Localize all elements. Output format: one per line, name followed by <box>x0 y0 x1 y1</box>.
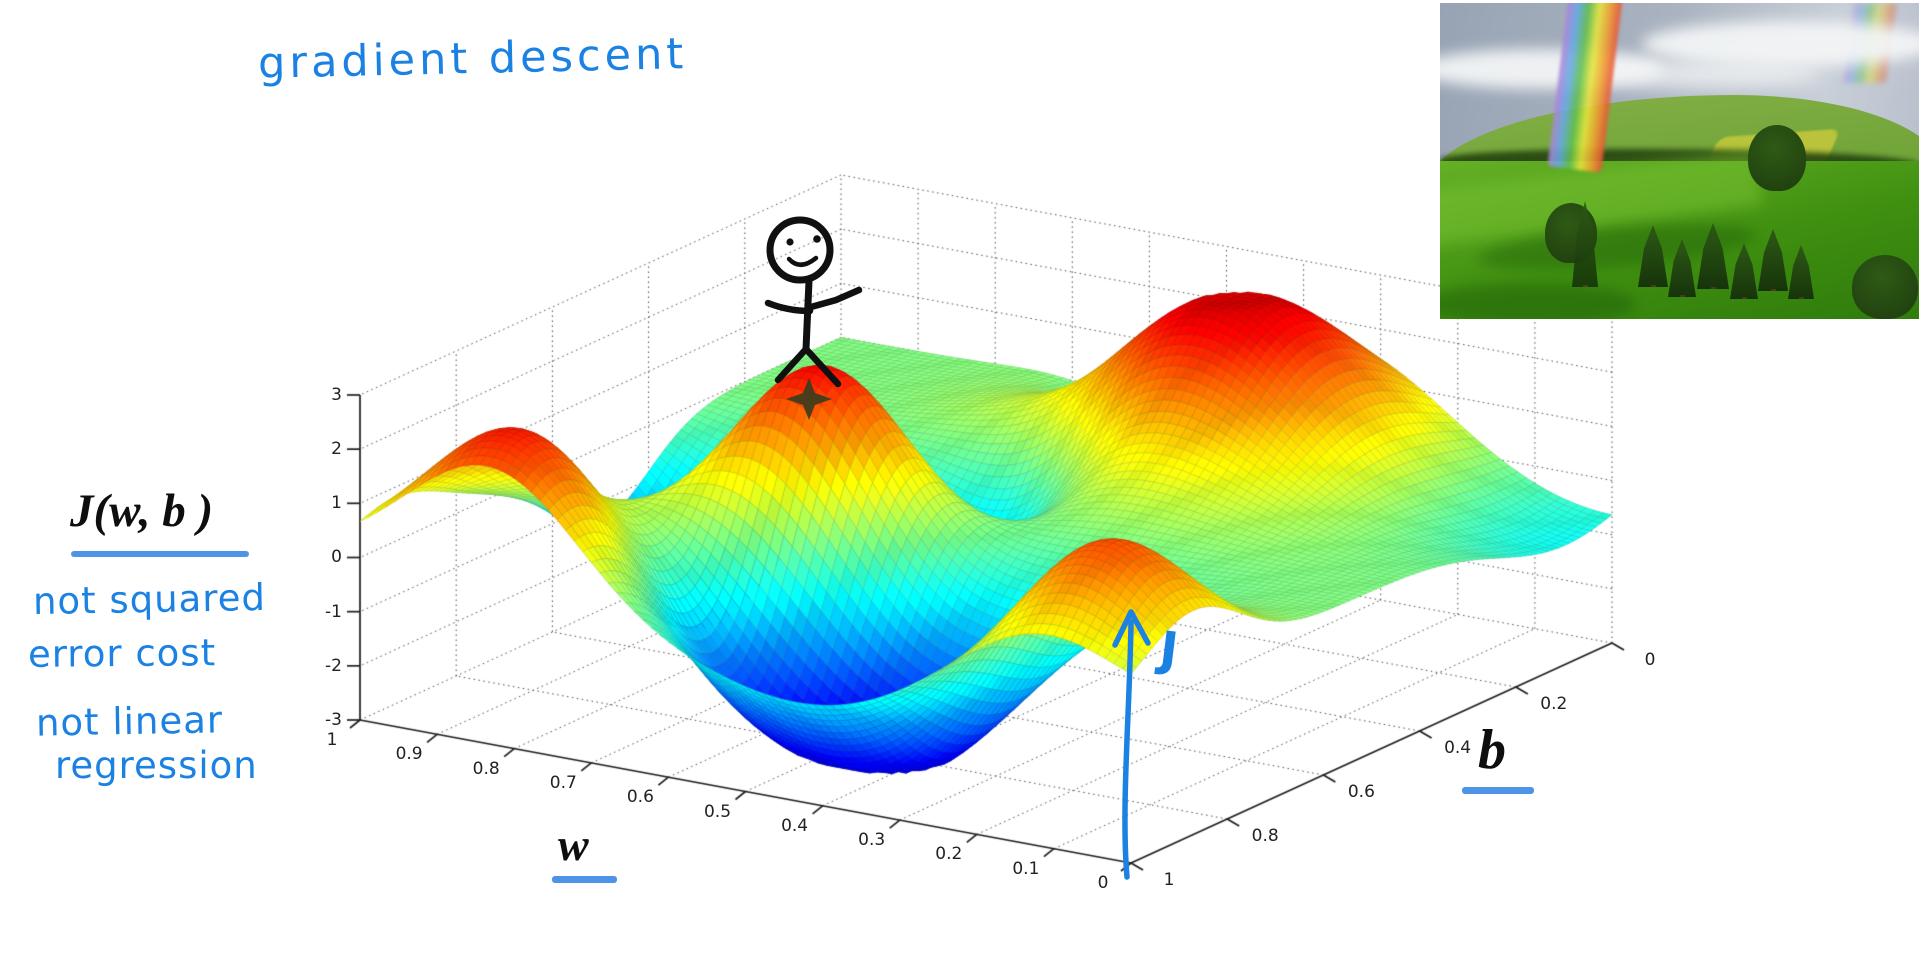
z-tick-label: -2 <box>325 655 342 676</box>
note-not-linear: not linear <box>35 698 224 745</box>
note-error-cost: error cost <box>27 631 217 676</box>
note-not-squared: not squared <box>32 575 267 624</box>
w-axis-label: w <box>558 819 589 870</box>
tree-clump <box>1748 125 1806 191</box>
z-tick-label: 0 <box>331 547 342 568</box>
cost-function-label: J(w, b ) <box>70 485 214 537</box>
w-tick-label: 0.4 <box>781 815 809 836</box>
w-tick-label: 1 <box>326 730 338 750</box>
z-tick-label: 2 <box>331 439 342 460</box>
z-tick-label: 1 <box>331 493 342 514</box>
photo-shadow <box>1440 283 1636 319</box>
w-tick-label: 0.5 <box>703 801 732 822</box>
b-tick-label: 1 <box>1163 870 1175 890</box>
w-tick-label: 0.1 <box>1012 858 1040 879</box>
b-axis-underline <box>1462 787 1534 794</box>
w-axis-underline <box>552 876 617 883</box>
b-tick-label: 0 <box>1644 650 1656 670</box>
landscape-rainbow-photo <box>1440 3 1919 319</box>
w-tick-label: 0.8 <box>472 758 500 779</box>
cost-function-underline <box>71 551 249 557</box>
note-regression: regression <box>55 744 258 787</box>
b-tick-label: 0.4 <box>1444 738 1472 758</box>
cloud <box>1642 21 1919 67</box>
b-axis-label: b <box>1478 719 1506 781</box>
w-tick-label: 0.7 <box>549 772 577 793</box>
page-title: gradient descent <box>257 29 688 89</box>
b-tick-label: 0.8 <box>1251 826 1279 846</box>
z-tick-label: -3 <box>325 710 342 730</box>
w-tick-label: 0.6 <box>626 787 654 808</box>
b-tick-label: 0.6 <box>1347 782 1375 802</box>
tree <box>1852 255 1918 319</box>
w-tick-label: 0.2 <box>935 844 963 865</box>
w-tick-label: 0.9 <box>395 744 423 765</box>
w-tick-label: 0 <box>1097 873 1109 893</box>
w-tick-label: 0.3 <box>858 830 886 851</box>
z-tick-label: 3 <box>331 384 342 405</box>
z-tick-label: -1 <box>325 601 342 622</box>
b-tick-label: 0.2 <box>1540 694 1568 714</box>
